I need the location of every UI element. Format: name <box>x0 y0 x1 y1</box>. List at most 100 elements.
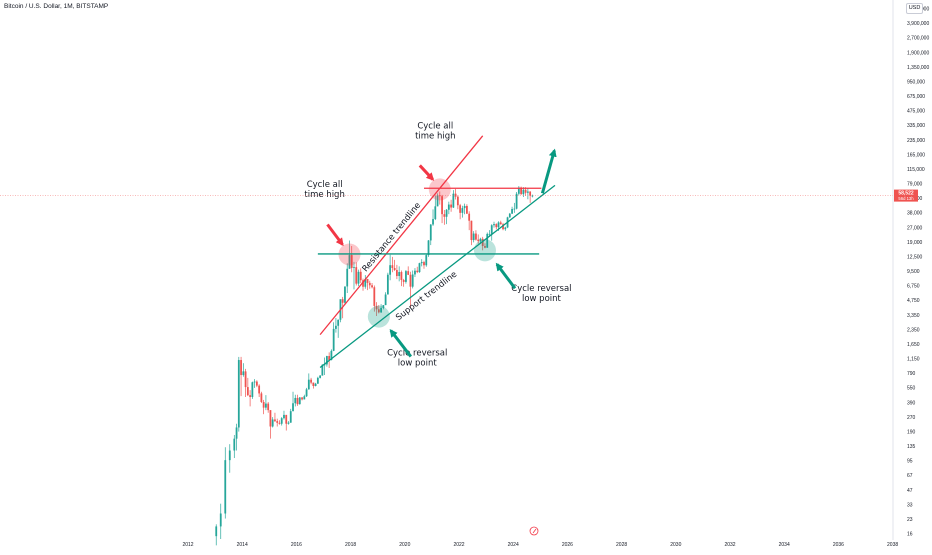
annotation-text: Cycle reversal low point <box>511 284 571 304</box>
y-tick-label: 27,000 <box>907 225 923 231</box>
candle-body <box>380 307 382 313</box>
candle-body <box>335 325 337 329</box>
y-tick-label: 1,650 <box>907 342 920 348</box>
candle-body <box>249 395 252 398</box>
candle-body <box>285 414 288 424</box>
candle-body <box>246 387 249 396</box>
low-arrow-1[interactable] <box>389 329 413 358</box>
candle-body <box>411 274 414 287</box>
ath-arrow-2[interactable] <box>418 164 435 181</box>
candle-body <box>328 356 331 361</box>
candle-body <box>319 375 322 378</box>
price-axis[interactable]: 5,500,0003,900,0002,700,0001,900,0001,35… <box>892 0 929 540</box>
candle-body <box>443 214 446 217</box>
candle-body <box>454 193 457 197</box>
candle-body <box>344 286 346 303</box>
upside-arrow[interactable] <box>540 148 557 194</box>
candle-body <box>219 513 222 527</box>
x-tick-label: 2024 <box>508 542 519 548</box>
candle-body <box>357 271 360 284</box>
candle-body <box>305 389 308 397</box>
candle-body <box>353 267 355 268</box>
ath-arrow-1[interactable] <box>326 223 344 247</box>
candle-body <box>466 205 468 214</box>
x-tick-label: 2034 <box>779 542 790 548</box>
y-tick-label: 1,900,000 <box>907 50 929 56</box>
candle-body <box>287 422 290 424</box>
candle-body <box>274 419 276 422</box>
annotation-text-line: Cycle all <box>417 121 453 131</box>
candle-body <box>314 383 317 386</box>
candle-body <box>407 271 410 275</box>
candle-body <box>479 238 482 242</box>
x-tick-label: 2020 <box>399 542 410 548</box>
y-tick-label: 38,000 <box>907 211 923 217</box>
time-axis[interactable]: 2012 2014 2016 2018 2020 2022 2024 2026 2028 2030… <box>182 526 898 548</box>
candle-body <box>441 196 443 215</box>
candle-body <box>283 414 285 419</box>
resistance-trendline[interactable] <box>319 135 484 336</box>
candle-body <box>237 360 240 428</box>
y-tick-label: 550 <box>907 386 916 392</box>
currency-button[interactable]: USD <box>906 3 923 14</box>
annotation-text: Cycle reversal low point <box>387 349 447 369</box>
candle-body <box>312 382 315 386</box>
y-tick-label: 1,150 <box>907 357 920 363</box>
y-tick-label: 115,000 <box>907 167 925 173</box>
cycle-low-marker[interactable] <box>473 239 496 262</box>
candle-body <box>289 411 292 423</box>
symbol-title[interactable]: Bitcoin / U.S. Dollar, 1M, BITSTAMP <box>4 3 109 10</box>
candle-body <box>307 379 310 390</box>
annotation-text: Cycle all time high <box>415 121 455 141</box>
candle-body <box>520 187 523 195</box>
support-trendline-label: Support trendline <box>394 270 459 323</box>
candle-body <box>475 233 477 240</box>
annotation-text-line: Cycle all <box>307 180 343 190</box>
last-price-badge[interactable] <box>894 189 918 202</box>
annotation-text-line: low point <box>398 359 438 369</box>
tradingview-mark-stroke <box>532 528 537 534</box>
y-tick-label: 235,000 <box>907 138 925 144</box>
candle-body <box>235 427 238 439</box>
x-tick-label: 2022 <box>453 542 464 548</box>
candle-body <box>366 278 369 283</box>
candle-body <box>371 285 373 288</box>
candle-body <box>414 270 416 275</box>
candle-body <box>450 204 452 208</box>
candle-body <box>389 265 392 275</box>
low-arrow-2[interactable] <box>495 262 517 290</box>
cycle-low-marker[interactable] <box>367 305 390 328</box>
candle-body <box>490 225 493 234</box>
candle-body <box>368 282 371 286</box>
candle-body <box>262 401 265 408</box>
candle-body <box>395 270 398 277</box>
candle-body <box>502 224 504 230</box>
candle-body <box>348 255 351 269</box>
resistance-trendline-label: Resistance trendline <box>361 201 423 274</box>
candle-body <box>303 396 306 400</box>
y-tick-label: 33 <box>907 502 913 508</box>
annotation-text-line: Cycle reversal <box>511 284 571 294</box>
candle-body <box>461 208 464 213</box>
candle-body <box>472 233 475 241</box>
candle-body <box>362 280 364 287</box>
support-trendline[interactable] <box>319 184 556 369</box>
y-tick-label: 475,000 <box>907 109 925 115</box>
candle-body <box>398 272 401 277</box>
candle-body <box>531 195 534 197</box>
candle-body <box>513 208 516 210</box>
candle-body <box>242 371 245 376</box>
candle-body <box>310 379 312 383</box>
candle-body <box>515 193 518 209</box>
y-tick-label: 4,750 <box>907 298 920 304</box>
candle-body <box>488 233 491 235</box>
candle-body <box>296 397 299 405</box>
candle-body <box>434 206 437 220</box>
y-tick-label: 9,500 <box>907 269 920 275</box>
candle-body <box>511 208 513 214</box>
y-tick-label: 23 <box>907 517 913 523</box>
candle-body <box>477 239 480 242</box>
